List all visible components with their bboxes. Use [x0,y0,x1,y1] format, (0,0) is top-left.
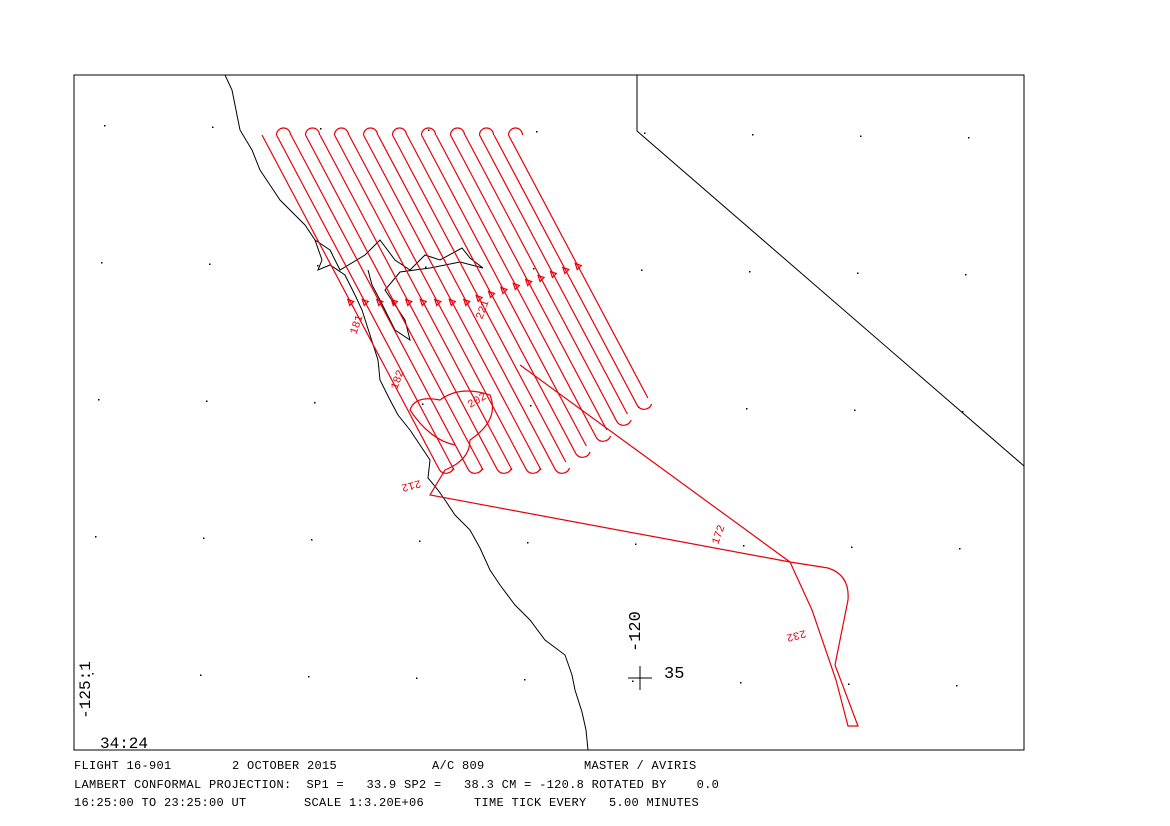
grid-dot [425,266,427,268]
grid-dot [743,545,745,547]
track-label: 182 [389,369,407,392]
state-border [636,75,1025,467]
footer-aircraft: A/C 809 [432,759,485,773]
grid-dot [98,399,100,401]
grid-dot [752,134,754,136]
grid-dot [422,403,424,405]
bay-shore [314,239,484,342]
grid-dot [740,682,742,684]
grid-dot [860,135,862,137]
grid-dots [92,125,970,687]
grid-dot [746,408,748,410]
grid-dot [203,537,205,539]
grid-dot [536,131,538,133]
track-segment [261,127,653,474]
grid-dot [212,126,214,128]
grid-dot [200,674,202,676]
grid-dot [419,540,421,542]
footer-scale: SCALE 1:3.20E+06 [304,796,425,810]
grid-dot [308,676,310,678]
grid-dot [95,536,97,538]
grid-dot [320,128,322,130]
grid-dot [968,137,970,139]
grid-dot [527,542,529,544]
grid-dot [644,132,646,134]
track-label: 212 [400,476,422,493]
grid-dot [428,129,430,131]
footer-time: 16:25:00 TO 23:25:00 UT [74,796,247,810]
grid-dot [857,272,859,274]
track-label: 232 [785,626,807,643]
grid-dot [641,269,643,271]
reference-longitude: -120 [627,611,646,652]
grid-dot [314,402,316,404]
footer-instruments: MASTER / AVIRIS [584,759,697,773]
grid-dot [209,263,211,265]
grid-dot [956,685,958,687]
footer-projection: LAMBERT CONFORMAL PROJECTION: SP1 = 33.9… [74,778,720,792]
track-segment [409,364,859,727]
grid-dot [962,411,964,413]
grid-dot [311,539,313,541]
track-label: 172 [710,524,728,547]
grid-dot [104,125,106,127]
grid-dot [635,543,637,545]
map: -125:1 34:24 -120 35 181 182 202 212 221… [73,74,1025,753]
grid-dot [632,680,634,682]
grid-dot [317,265,319,267]
footer-tick: TIME TICK EVERY 5.00 MINUTES [474,796,700,810]
grid-dot [101,262,103,264]
reference-latitude: 35 [664,665,684,684]
grid-dot [959,548,961,550]
map-frame [73,74,1025,751]
grid-dot [92,673,94,675]
grid-dot [851,546,853,548]
grid-dot [206,400,208,402]
grid-dot [416,677,418,679]
grid-dot [749,271,751,273]
grid-dot [533,268,535,270]
coastline [224,74,589,751]
grid-dot [530,405,532,407]
corner-longitude: -125:1 [77,661,95,719]
corner-latitude: 34:24 [100,735,148,753]
grid-dot [848,683,850,685]
grid-dot [854,409,856,411]
grid-dot [524,679,526,681]
footer-flight: FLIGHT 16-901 [74,759,172,773]
flight-track [261,127,859,727]
footer-date: 2 OCTOBER 2015 [232,759,338,773]
grid-dot [965,274,967,276]
